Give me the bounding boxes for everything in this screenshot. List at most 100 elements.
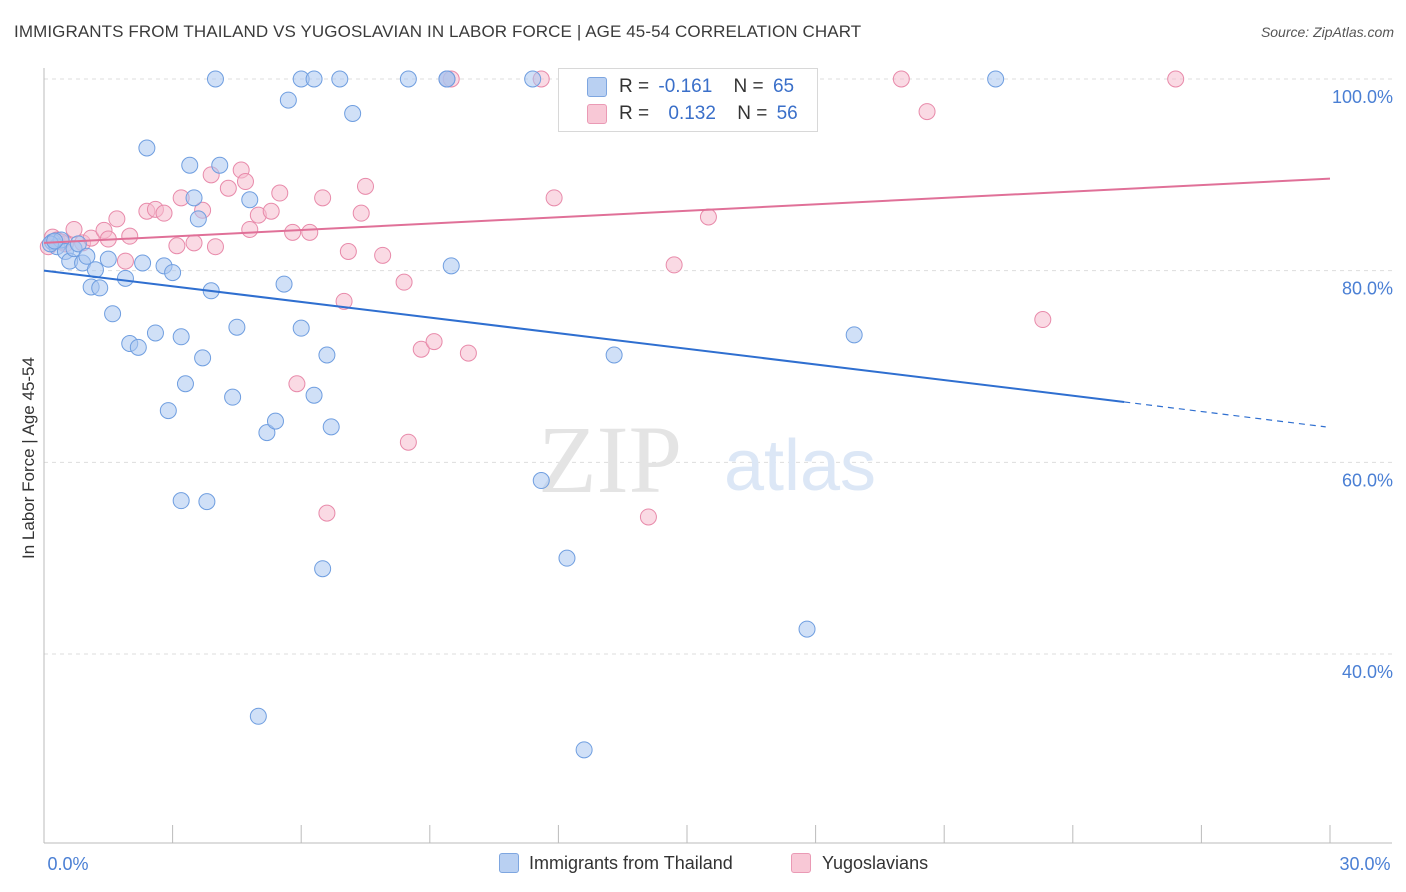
y-tick-label: 40.0% [1342,662,1393,682]
thailand-point [91,279,109,297]
thailand-point [279,91,297,109]
thailand-point [99,250,117,268]
r-label: R = [619,76,650,97]
thailand-point [159,402,177,420]
thailand-point [78,247,96,265]
watermark: ZIP atlas [538,406,876,513]
thailand-point [224,388,242,406]
thailand-point [605,346,623,364]
yugoslavian-point [116,252,134,270]
yugoslavian-n-value: 56 [776,103,798,124]
yugoslavian-point [374,246,392,264]
thailand-point [344,105,362,122]
correlation-legend: R = -0.161 N = 65 R = 0.132 N = 56 [558,68,818,132]
legend-yugoslavian-label: Yugoslavians [822,853,929,873]
yugoslavian-stats: R = 0.132 N = 56 [619,103,798,125]
y-tick-label: 100.0% [1332,87,1393,107]
n-label: N = [733,76,764,97]
legend-thailand-label: Immigrants from Thailand [529,853,733,873]
watermark-zip: ZIP [538,406,682,513]
thailand-n-value: 65 [772,76,795,97]
yugoslavian-point [335,292,353,310]
yugoslavian-point [219,179,237,197]
thailand-point [129,338,147,356]
trend-lines [43,177,1331,428]
thailand-point [194,349,212,367]
thailand-points [41,70,1005,759]
r-label: R = [619,103,650,124]
thailand-point [532,472,550,490]
thailand-point [322,418,340,436]
yugoslavian-point [121,227,139,245]
yugoslavian-point [892,70,910,88]
thailand-point [69,235,87,253]
y-axis-label: In Labor Force | Age 45-54 [19,357,38,559]
yugoslavian-point [108,210,126,228]
yugoslavian-point [155,204,173,222]
yugoslavian-point [1167,70,1185,88]
y-tick-label: 60.0% [1342,470,1393,490]
thailand-point [228,318,246,336]
thailand-point [116,269,134,287]
thailand-point [134,254,152,272]
thailand-point [181,156,199,174]
watermark-atlas: atlas [724,426,876,506]
yugoslavian-point [185,234,203,252]
series-legend: Immigrants from Thailand Yugoslavians [0,851,1406,879]
yugoslavian-point [318,504,336,522]
thailand-r-value: -0.161 [658,76,713,97]
thailand-point [399,70,417,88]
thailand-point [575,741,593,759]
thailand-point [146,324,164,342]
thailand-point [558,549,576,567]
yugoslavian-point [288,375,306,393]
axes [43,68,1392,844]
yugoslavian-point [339,243,357,260]
yugoslavian-point [699,208,717,226]
yugoslavian-swatch [587,104,607,124]
thailand-point [258,424,276,442]
thailand-point [189,210,207,228]
chart-title: IMMIGRANTS FROM THAILAND VS YUGOSLAVIAN … [14,22,862,41]
source-label: Source: ZipAtlas.com [1260,24,1394,40]
yugoslavian-point [412,340,430,358]
thailand-point [275,275,293,293]
x-tick-min: 0.0% [47,854,88,874]
thailand-point [331,70,349,88]
yugoslavian-point [206,238,224,256]
yugoslavian-point [665,256,683,274]
yugoslavian-point [639,508,657,526]
thailand-point [524,70,542,88]
thailand-point [138,139,156,157]
thailand-point [292,319,310,337]
thailand-point [46,232,64,250]
yugoslavian-point [459,344,477,362]
thailand-point [266,412,284,430]
legend-thailand-swatch [499,853,519,873]
thailand-trend-line [43,269,1125,403]
thailand-point [172,328,190,346]
yugoslavian-point [399,433,417,451]
yugoslavian-point [395,273,413,291]
yugoslavian-trend-line [43,177,1331,244]
thailand-swatch [587,77,607,97]
y-tick-label: 80.0% [1342,279,1393,299]
thailand-point [305,386,323,404]
thailand-point [172,492,190,510]
yugoslavian-point [352,204,370,222]
yugoslavian-point [425,333,443,351]
x-tick-max: 30.0% [1339,854,1390,874]
yugoslavian-point [357,177,374,195]
thailand-point [241,191,259,209]
thailand-point [249,707,267,725]
thailand-point [185,189,203,207]
yugoslavian-point [168,237,186,255]
yugoslavian-point [236,173,254,191]
yugoslavian-point [545,189,563,207]
y-tick-labels: 40.0% 60.0% 80.0% 100.0% [1332,87,1393,682]
thailand-point [198,493,216,511]
yugoslavian-point [241,220,259,238]
thailand-point [442,257,460,275]
legend-yugoslavian-swatch [791,853,811,873]
thailand-point [438,70,456,88]
